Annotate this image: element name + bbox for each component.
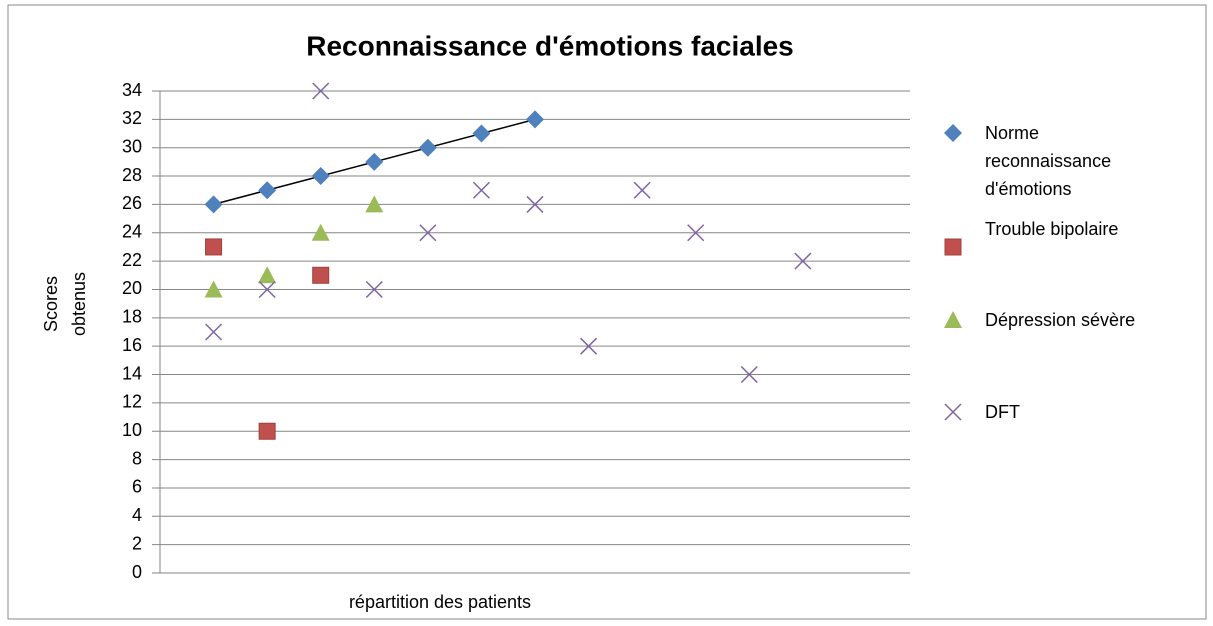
x-marker <box>205 323 223 341</box>
y-tick-label: 26 <box>122 193 142 213</box>
x-stroke <box>794 252 812 270</box>
x-stroke <box>365 280 383 299</box>
legend-label: Dépression sévère <box>985 310 1136 330</box>
y-tick-label: 10 <box>122 420 142 440</box>
x-stroke <box>526 195 544 213</box>
y-tick-label: 24 <box>122 222 142 242</box>
x-stroke <box>205 323 223 341</box>
triangle-marker <box>258 266 277 284</box>
y-tick-label: 8 <box>132 448 142 468</box>
legend-marker <box>944 238 962 256</box>
y-tick-label: 18 <box>122 307 142 327</box>
y-tick-label: 0 <box>132 562 142 582</box>
x-marker <box>472 181 490 199</box>
legend-label: Trouble bipolaire <box>985 219 1119 239</box>
x-stroke <box>633 181 651 199</box>
x-marker <box>526 195 544 213</box>
x-marker <box>419 224 437 242</box>
x-marker <box>740 365 758 384</box>
y-tick-label: 32 <box>122 108 142 128</box>
x-stroke <box>580 337 598 355</box>
x-stroke <box>944 403 962 421</box>
legend-marker <box>944 311 962 328</box>
x-stroke <box>312 82 330 100</box>
triangle-marker <box>311 223 330 241</box>
x-marker <box>794 252 812 270</box>
x-marker <box>365 280 383 299</box>
y-tick-label: 14 <box>122 363 142 383</box>
diamond-marker <box>204 195 223 214</box>
x-marker <box>258 280 276 299</box>
diamond-marker <box>365 152 384 171</box>
x-marker <box>580 337 598 355</box>
x-marker <box>633 181 651 199</box>
y-tick-label: 4 <box>132 505 142 525</box>
x-stroke <box>687 224 705 242</box>
y-tick-label: 28 <box>122 165 142 185</box>
legend-label: DFT <box>985 402 1020 422</box>
x-stroke <box>258 280 276 299</box>
diamond-marker <box>472 124 491 143</box>
x-stroke <box>472 181 490 199</box>
square-marker <box>205 238 223 256</box>
y-tick-label: 22 <box>122 250 142 270</box>
square-marker <box>312 266 330 284</box>
legend-marker <box>944 124 962 142</box>
diamond-marker <box>526 110 544 129</box>
y-tick-label: 16 <box>122 335 142 355</box>
x-axis-label: répartition des patients <box>349 592 531 612</box>
diamond-marker <box>258 181 277 200</box>
x-stroke <box>419 224 437 242</box>
triangle-marker <box>365 195 384 213</box>
x-stroke <box>740 365 758 384</box>
y-tick-label: 30 <box>122 136 142 156</box>
x-marker <box>687 224 705 242</box>
diamond-marker <box>418 138 437 157</box>
triangle-marker <box>204 280 223 298</box>
y-tick-label: 12 <box>122 392 142 412</box>
diamond-marker <box>311 167 330 186</box>
legend-marker <box>944 403 962 421</box>
y-axis-label: Scores obtenus <box>41 271 89 337</box>
square-marker <box>258 422 276 440</box>
y-tick-label: 6 <box>132 477 142 497</box>
x-marker <box>312 82 330 100</box>
legend-label: Norme reconnaissance d'émotions <box>985 123 1112 199</box>
chart-title: Reconnaissance d'émotions faciales <box>306 30 794 61</box>
y-tick-label: 20 <box>122 278 142 298</box>
y-tick-label: 34 <box>122 80 142 100</box>
y-tick-label: 2 <box>132 533 142 553</box>
